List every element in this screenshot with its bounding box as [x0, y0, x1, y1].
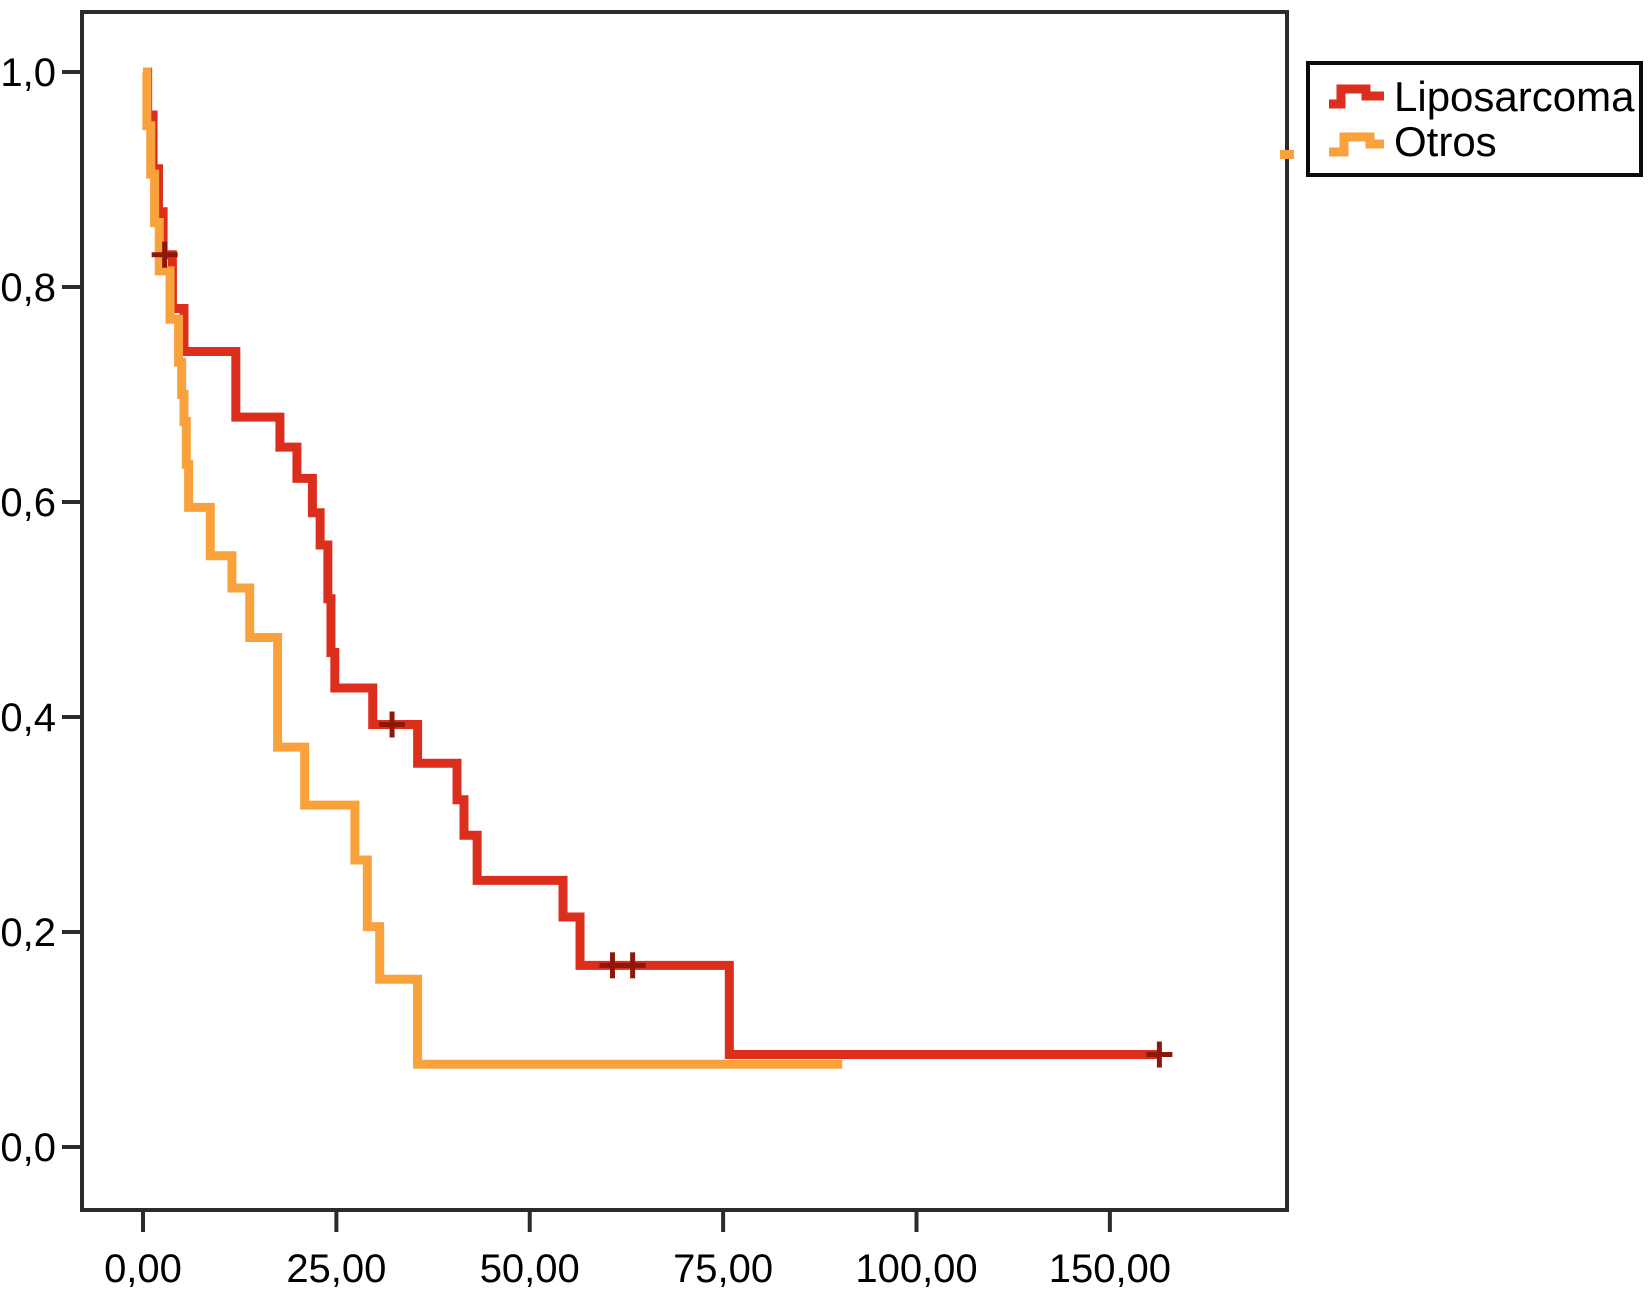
y-tick-label: 0,0: [0, 1126, 56, 1170]
y-tick-label: 1,0: [0, 51, 56, 95]
y-tick-label: 0,4: [0, 696, 56, 740]
stray-orange-mark: [1280, 150, 1294, 159]
x-tick-label: 25,00: [286, 1247, 386, 1291]
y-tick-label: 0,6: [0, 481, 56, 525]
legend-label-otros: Otros: [1394, 117, 1497, 165]
y-tick-label: 0,8: [0, 266, 56, 310]
plot-border: [80, 10, 1289, 1212]
x-tick-label: 100,00: [855, 1247, 977, 1291]
y-tick-label: 0,2: [0, 911, 56, 955]
otros-step-swatch-icon: [1329, 132, 1384, 156]
x-tick-label: 0,00: [104, 1247, 182, 1291]
legend-label-liposarcoma: Liposarcoma: [1394, 72, 1635, 120]
series-curve-liposarcoma: [143, 67, 1160, 1060]
legend-item-otros: Otros: [1326, 119, 1639, 164]
x-tick-label: 75,00: [673, 1247, 773, 1291]
series-curve-otros: [142, 67, 843, 1069]
legend-box: Liposarcoma Otros: [1306, 61, 1643, 177]
legend-item-liposarcoma: Liposarcoma: [1326, 74, 1639, 119]
liposarcoma-step-swatch-icon: [1329, 84, 1384, 108]
x-tick-label: 50,00: [480, 1247, 580, 1291]
x-tick-label: 150,00: [1049, 1247, 1171, 1291]
